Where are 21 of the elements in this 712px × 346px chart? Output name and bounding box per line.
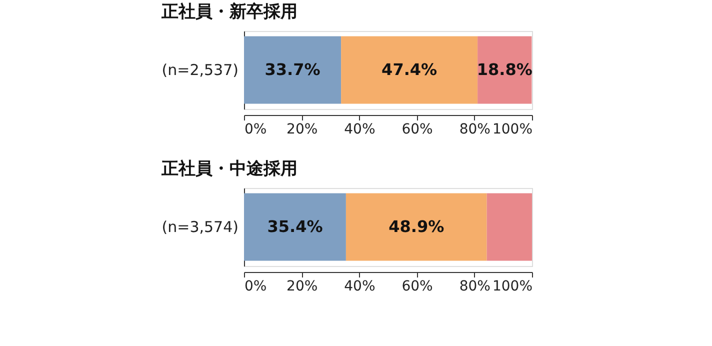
chart-title: 正社員・新卒採用 [160, 2, 298, 22]
data-label: 18.8% [476, 60, 532, 79]
x-tick-label: 80% [459, 122, 490, 138]
x-tick-label: 20% [286, 278, 318, 294]
data-label: 33.7% [264, 60, 320, 79]
data-label: 35.4% [267, 217, 323, 236]
x-tick-label: 20% [286, 122, 318, 138]
x-tick-label: 40% [344, 278, 376, 294]
x-tick-label: 100% [492, 278, 532, 294]
data-label: 47.4% [382, 60, 438, 79]
y-tick-label: (n=2,537) [162, 61, 238, 79]
data-label: 48.9% [388, 217, 444, 236]
x-tick-label: 60% [402, 278, 433, 294]
x-tick-label: 0% [244, 122, 267, 138]
x-tick-label: 100% [492, 122, 532, 138]
x-tick-label: 0% [244, 278, 267, 294]
x-tick-label: 80% [459, 278, 490, 294]
x-tick-label: 40% [344, 122, 376, 138]
x-tick-label: 60% [402, 122, 433, 138]
y-tick-label: (n=3,574) [162, 218, 238, 236]
chart-title: 正社員・中途採用 [160, 159, 298, 179]
